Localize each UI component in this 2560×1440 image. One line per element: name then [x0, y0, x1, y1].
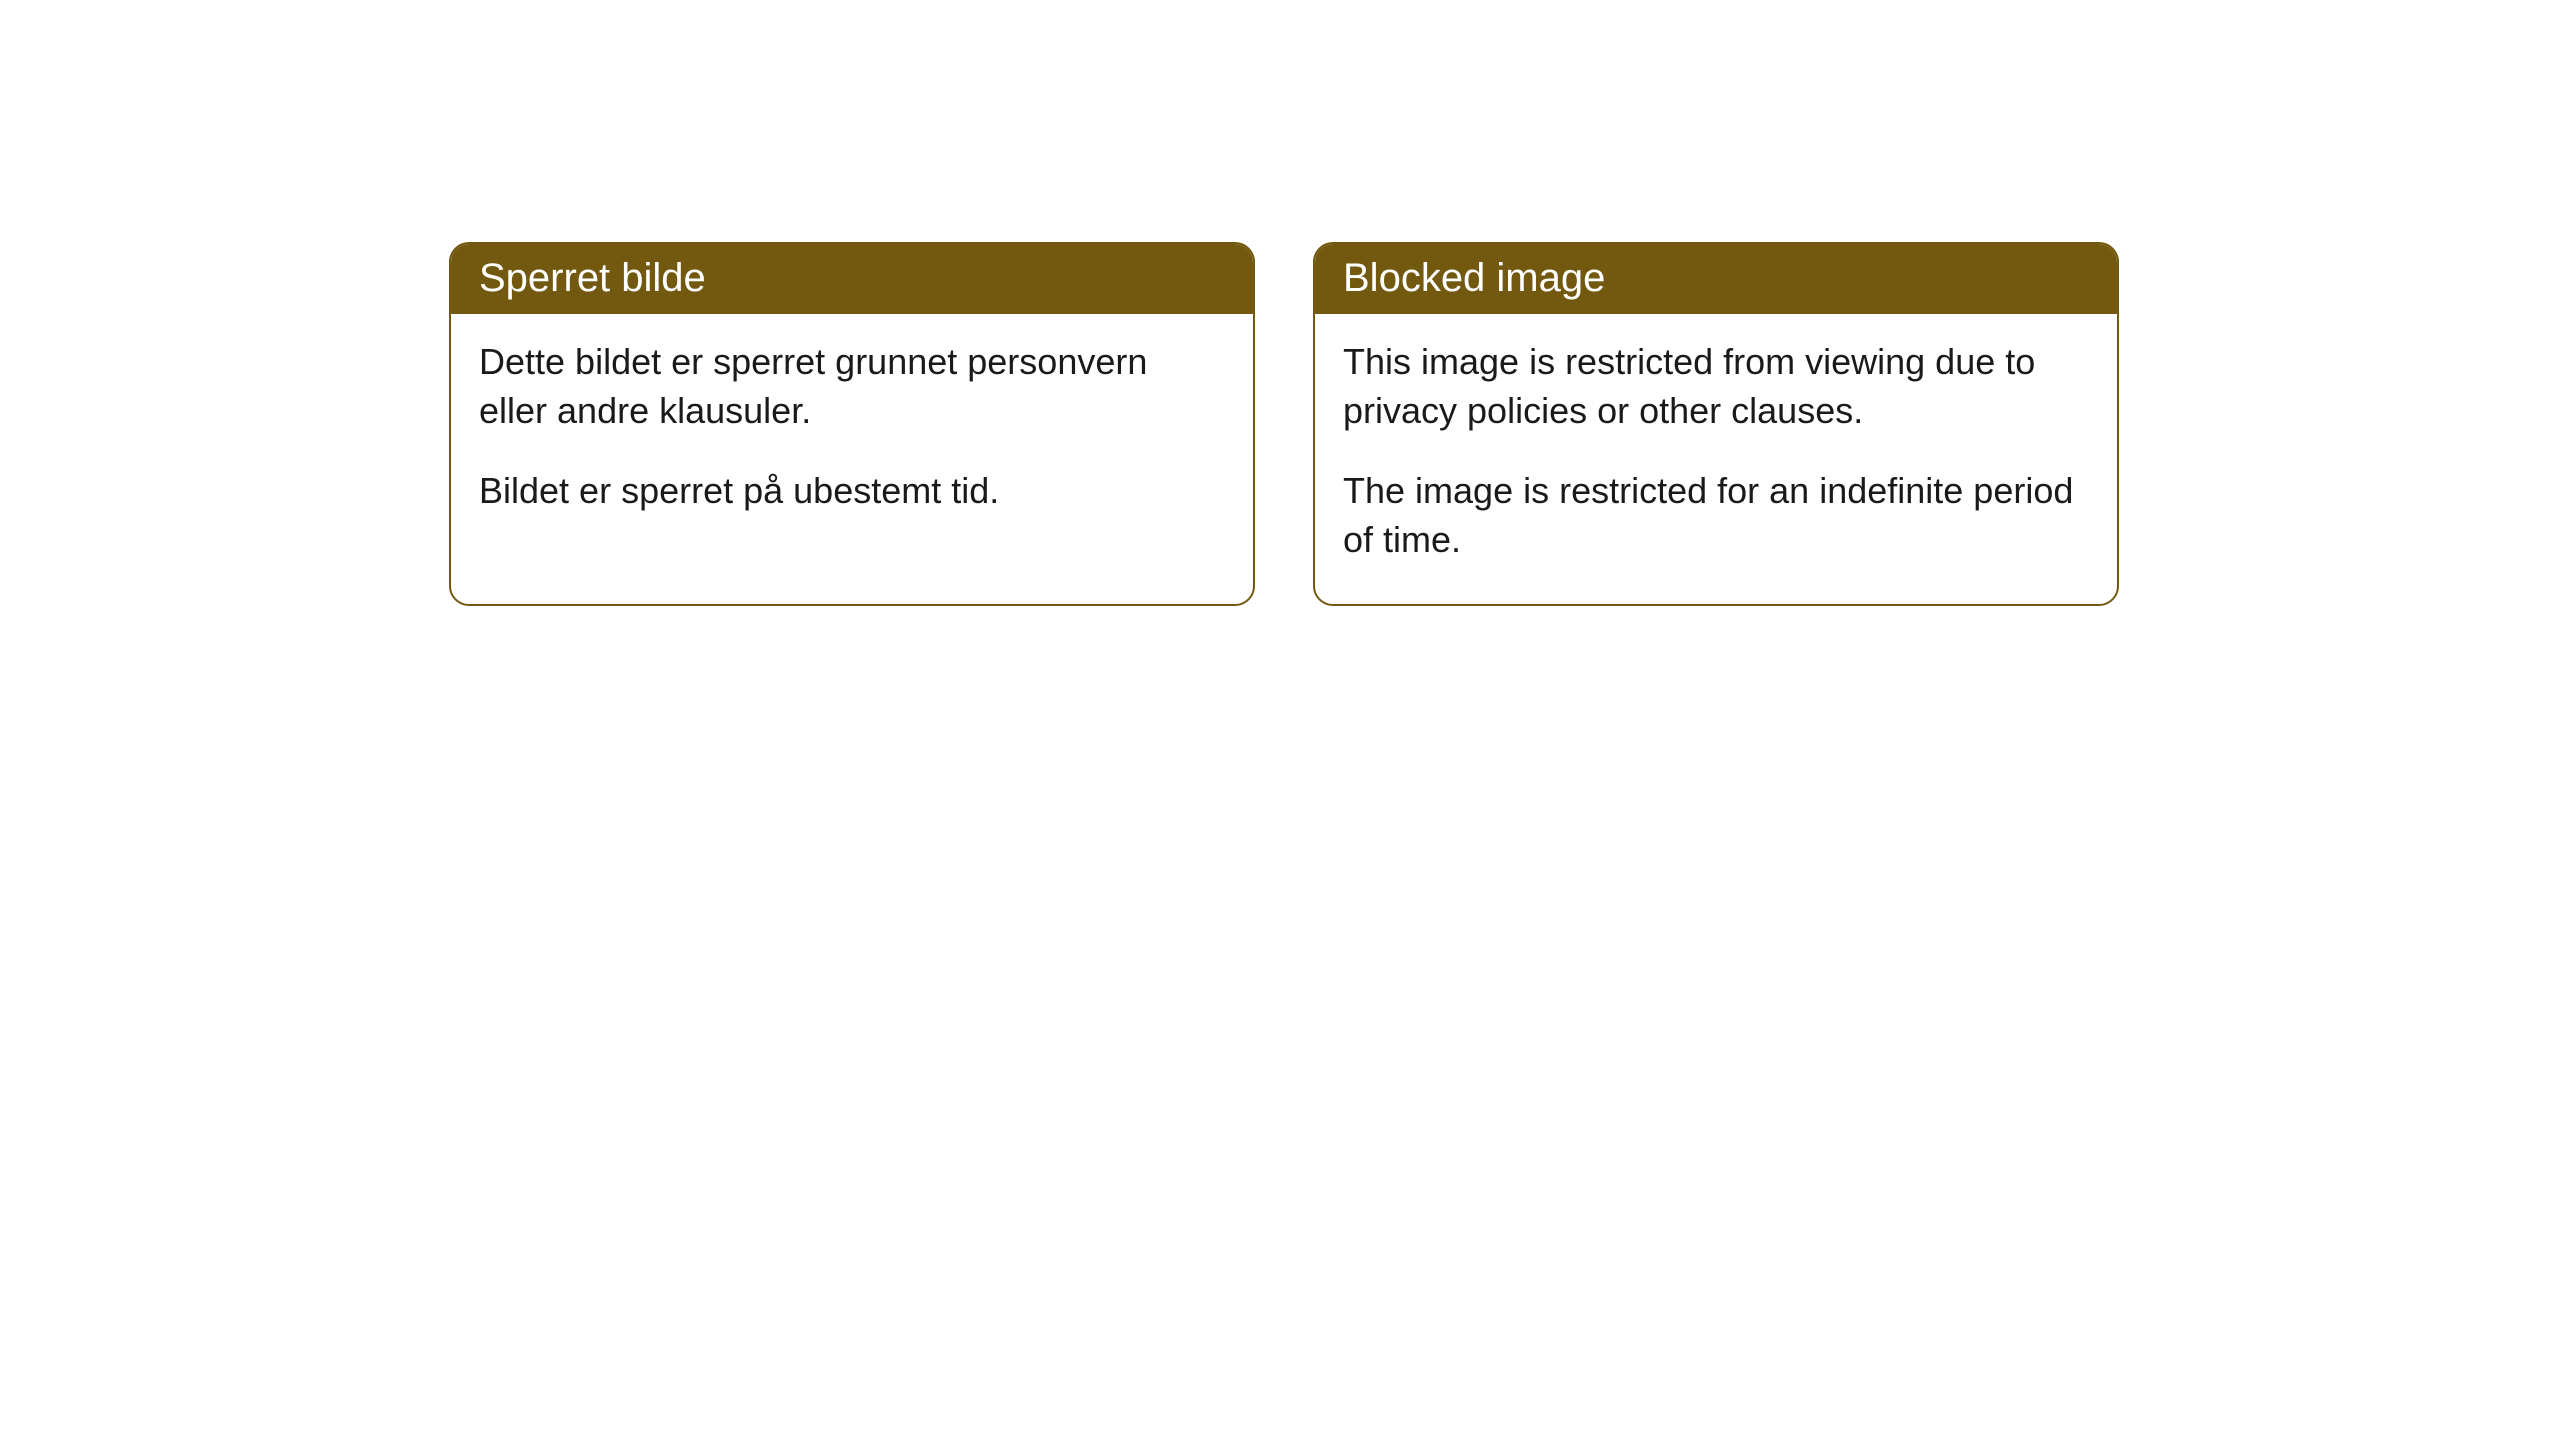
notice-paragraph: The image is restricted for an indefinit…: [1343, 467, 2089, 564]
notice-cards-row: Sperret bilde Dette bildet er sperret gr…: [449, 242, 2560, 606]
notice-paragraph: Dette bildet er sperret grunnet personve…: [479, 338, 1225, 435]
card-header: Blocked image: [1315, 244, 2117, 314]
notice-paragraph: This image is restricted from viewing du…: [1343, 338, 2089, 435]
notice-card-norwegian: Sperret bilde Dette bildet er sperret gr…: [449, 242, 1255, 606]
card-body: This image is restricted from viewing du…: [1315, 314, 2117, 604]
card-header: Sperret bilde: [451, 244, 1253, 314]
card-body: Dette bildet er sperret grunnet personve…: [451, 314, 1253, 556]
notice-card-english: Blocked image This image is restricted f…: [1313, 242, 2119, 606]
notice-paragraph: Bildet er sperret på ubestemt tid.: [479, 467, 1225, 516]
